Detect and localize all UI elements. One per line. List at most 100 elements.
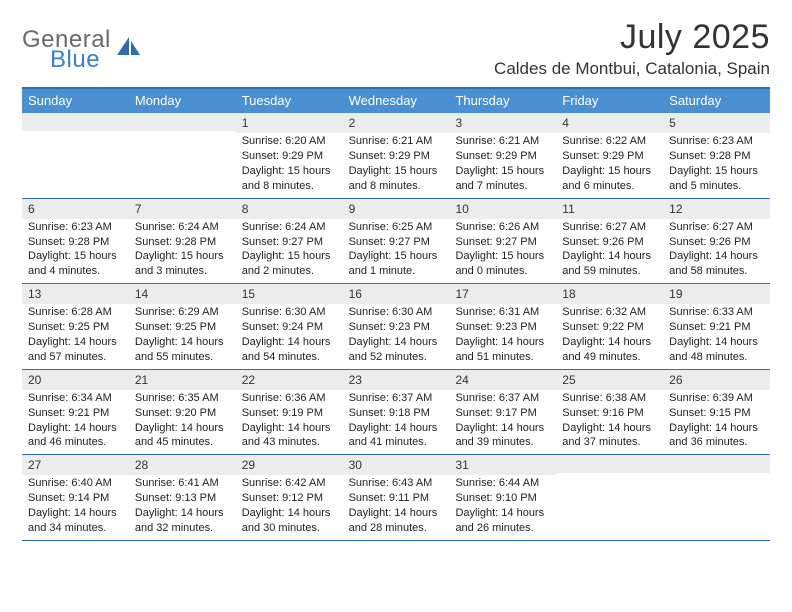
daylight-text: Daylight: 14 hours and 39 minutes. [455, 421, 550, 451]
day-number [663, 455, 770, 473]
sunset-text: Sunset: 9:21 PM [669, 320, 764, 335]
sunset-text: Sunset: 9:21 PM [28, 406, 123, 421]
sunset-text: Sunset: 9:27 PM [242, 235, 337, 250]
sunset-text: Sunset: 9:12 PM [242, 491, 337, 506]
day-number: 3 [449, 113, 556, 133]
day-body: Sunrise: 6:35 AMSunset: 9:20 PMDaylight:… [129, 390, 236, 454]
day-number [129, 113, 236, 131]
day-body: Sunrise: 6:42 AMSunset: 9:12 PMDaylight:… [236, 475, 343, 539]
sunset-text: Sunset: 9:27 PM [349, 235, 444, 250]
sunset-text: Sunset: 9:19 PM [242, 406, 337, 421]
sunrise-text: Sunrise: 6:37 AM [349, 391, 444, 406]
calendar-table: Sunday Monday Tuesday Wednesday Thursday… [22, 87, 770, 541]
day-body [129, 131, 236, 136]
day-body: Sunrise: 6:30 AMSunset: 9:23 PMDaylight:… [343, 304, 450, 368]
day-number: 6 [22, 199, 129, 219]
dow-friday: Friday [556, 89, 663, 113]
day-number: 28 [129, 455, 236, 475]
day-body: Sunrise: 6:37 AMSunset: 9:18 PMDaylight:… [343, 390, 450, 454]
day-cell: 24Sunrise: 6:37 AMSunset: 9:17 PMDayligh… [449, 370, 556, 455]
day-body: Sunrise: 6:38 AMSunset: 9:16 PMDaylight:… [556, 390, 663, 454]
day-body: Sunrise: 6:40 AMSunset: 9:14 PMDaylight:… [22, 475, 129, 539]
week-row: 1Sunrise: 6:20 AMSunset: 9:29 PMDaylight… [22, 113, 770, 199]
day-body: Sunrise: 6:21 AMSunset: 9:29 PMDaylight:… [343, 133, 450, 197]
week-row: 27Sunrise: 6:40 AMSunset: 9:14 PMDayligh… [22, 455, 770, 541]
daylight-text: Daylight: 15 hours and 4 minutes. [28, 249, 123, 279]
daylight-text: Daylight: 14 hours and 37 minutes. [562, 421, 657, 451]
day-cell: 2Sunrise: 6:21 AMSunset: 9:29 PMDaylight… [343, 113, 450, 198]
day-body: Sunrise: 6:25 AMSunset: 9:27 PMDaylight:… [343, 219, 450, 283]
day-cell: 17Sunrise: 6:31 AMSunset: 9:23 PMDayligh… [449, 284, 556, 369]
daylight-text: Daylight: 14 hours and 46 minutes. [28, 421, 123, 451]
day-number: 22 [236, 370, 343, 390]
day-number: 20 [22, 370, 129, 390]
sunrise-text: Sunrise: 6:21 AM [349, 134, 444, 149]
day-body: Sunrise: 6:21 AMSunset: 9:29 PMDaylight:… [449, 133, 556, 197]
day-cell: 20Sunrise: 6:34 AMSunset: 9:21 PMDayligh… [22, 370, 129, 455]
day-body: Sunrise: 6:27 AMSunset: 9:26 PMDaylight:… [663, 219, 770, 283]
sunset-text: Sunset: 9:29 PM [349, 149, 444, 164]
day-cell [663, 455, 770, 540]
day-number: 12 [663, 199, 770, 219]
sunrise-text: Sunrise: 6:40 AM [28, 476, 123, 491]
daylight-text: Daylight: 14 hours and 43 minutes. [242, 421, 337, 451]
day-number: 5 [663, 113, 770, 133]
daylight-text: Daylight: 14 hours and 28 minutes. [349, 506, 444, 536]
daylight-text: Daylight: 14 hours and 57 minutes. [28, 335, 123, 365]
sunrise-text: Sunrise: 6:25 AM [349, 220, 444, 235]
sunset-text: Sunset: 9:17 PM [455, 406, 550, 421]
brand-logo: General Blue [22, 18, 143, 72]
dow-sunday: Sunday [22, 89, 129, 113]
day-cell [556, 455, 663, 540]
day-cell: 6Sunrise: 6:23 AMSunset: 9:28 PMDaylight… [22, 199, 129, 284]
sunrise-text: Sunrise: 6:22 AM [562, 134, 657, 149]
day-body: Sunrise: 6:24 AMSunset: 9:28 PMDaylight:… [129, 219, 236, 283]
sunset-text: Sunset: 9:25 PM [28, 320, 123, 335]
day-body: Sunrise: 6:30 AMSunset: 9:24 PMDaylight:… [236, 304, 343, 368]
daylight-text: Daylight: 14 hours and 55 minutes. [135, 335, 230, 365]
day-number: 11 [556, 199, 663, 219]
dow-tuesday: Tuesday [236, 89, 343, 113]
day-body: Sunrise: 6:31 AMSunset: 9:23 PMDaylight:… [449, 304, 556, 368]
day-cell [22, 113, 129, 198]
day-number: 1 [236, 113, 343, 133]
daylight-text: Daylight: 15 hours and 7 minutes. [455, 164, 550, 194]
day-number: 17 [449, 284, 556, 304]
daylight-text: Daylight: 14 hours and 36 minutes. [669, 421, 764, 451]
day-number: 8 [236, 199, 343, 219]
day-body: Sunrise: 6:23 AMSunset: 9:28 PMDaylight:… [22, 219, 129, 283]
day-body: Sunrise: 6:41 AMSunset: 9:13 PMDaylight:… [129, 475, 236, 539]
daylight-text: Daylight: 15 hours and 8 minutes. [242, 164, 337, 194]
sunrise-text: Sunrise: 6:21 AM [455, 134, 550, 149]
day-body [22, 131, 129, 136]
day-cell: 23Sunrise: 6:37 AMSunset: 9:18 PMDayligh… [343, 370, 450, 455]
daylight-text: Daylight: 15 hours and 1 minute. [349, 249, 444, 279]
week-row: 20Sunrise: 6:34 AMSunset: 9:21 PMDayligh… [22, 370, 770, 456]
sunrise-text: Sunrise: 6:36 AM [242, 391, 337, 406]
daylight-text: Daylight: 14 hours and 32 minutes. [135, 506, 230, 536]
day-body: Sunrise: 6:20 AMSunset: 9:29 PMDaylight:… [236, 133, 343, 197]
day-number: 24 [449, 370, 556, 390]
day-number [556, 455, 663, 473]
sunrise-text: Sunrise: 6:39 AM [669, 391, 764, 406]
sunset-text: Sunset: 9:28 PM [135, 235, 230, 250]
day-body: Sunrise: 6:32 AMSunset: 9:22 PMDaylight:… [556, 304, 663, 368]
day-cell: 31Sunrise: 6:44 AMSunset: 9:10 PMDayligh… [449, 455, 556, 540]
day-body: Sunrise: 6:22 AMSunset: 9:29 PMDaylight:… [556, 133, 663, 197]
day-cell: 22Sunrise: 6:36 AMSunset: 9:19 PMDayligh… [236, 370, 343, 455]
week-row: 6Sunrise: 6:23 AMSunset: 9:28 PMDaylight… [22, 199, 770, 285]
daylight-text: Daylight: 14 hours and 52 minutes. [349, 335, 444, 365]
day-body: Sunrise: 6:26 AMSunset: 9:27 PMDaylight:… [449, 219, 556, 283]
daylight-text: Daylight: 14 hours and 26 minutes. [455, 506, 550, 536]
day-body: Sunrise: 6:43 AMSunset: 9:11 PMDaylight:… [343, 475, 450, 539]
dow-monday: Monday [129, 89, 236, 113]
sunset-text: Sunset: 9:11 PM [349, 491, 444, 506]
daylight-text: Daylight: 14 hours and 34 minutes. [28, 506, 123, 536]
sunset-text: Sunset: 9:26 PM [669, 235, 764, 250]
day-number: 14 [129, 284, 236, 304]
day-cell: 27Sunrise: 6:40 AMSunset: 9:14 PMDayligh… [22, 455, 129, 540]
header: General Blue July 2025 Caldes de Montbui… [22, 18, 770, 79]
sunset-text: Sunset: 9:29 PM [455, 149, 550, 164]
sunrise-text: Sunrise: 6:38 AM [562, 391, 657, 406]
daylight-text: Daylight: 15 hours and 6 minutes. [562, 164, 657, 194]
